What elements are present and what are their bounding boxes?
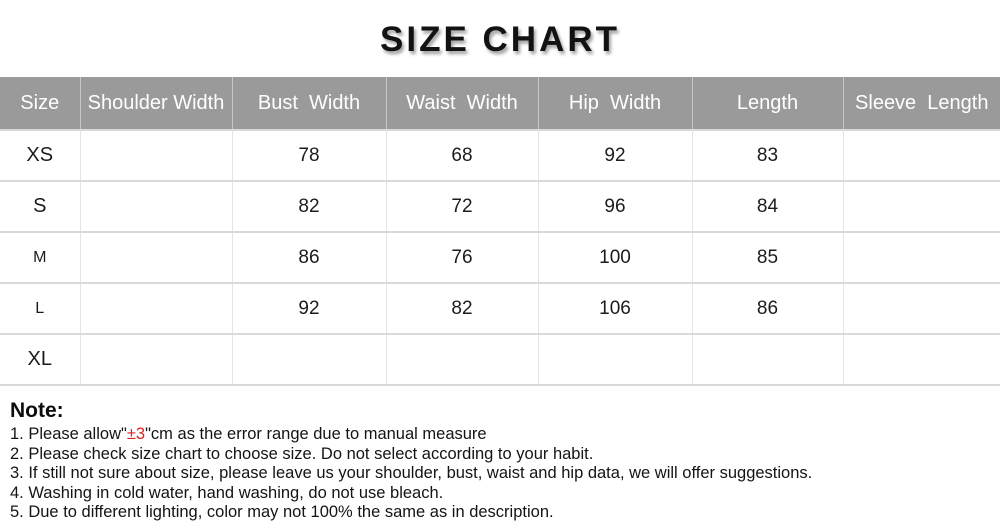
waist-width-cell <box>385 334 538 386</box>
length-cell: 83 <box>691 130 843 182</box>
hip-width-cell <box>537 334 692 386</box>
note-item-4: 4. Washing in cold water, hand washing, … <box>10 483 444 502</box>
note-1-prefix: 1. Please allow" <box>10 425 127 443</box>
column-header-hip-width: Hip Width <box>537 77 692 131</box>
notes-heading: Note: <box>10 399 64 422</box>
bust-width-cell: 82 <box>231 181 386 233</box>
column-header-sleeve-length: Sleeve Length <box>842 77 1000 131</box>
note-1-error-range: ±3 <box>126 425 146 443</box>
hip-width-cell: 106 <box>537 283 692 335</box>
notes-section: Note: 1. Please allow"±3"cm as the error… <box>0 386 1000 522</box>
note-item-2: 2. Please check size chart to choose siz… <box>10 444 594 463</box>
size-cell: M <box>0 232 80 284</box>
size-cell: L <box>0 283 80 335</box>
hip-width-cell: 100 <box>537 232 692 284</box>
table-row-xs: XS 78 68 92 83 <box>0 130 1000 182</box>
waist-width-cell: 72 <box>385 181 538 233</box>
column-header-length: Length <box>691 77 843 131</box>
table-row-xl: XL <box>0 334 1000 386</box>
sleeve-length-cell <box>842 181 1000 233</box>
length-cell: 85 <box>691 232 843 284</box>
table-header-row: Size Shoulder Width Bust Width Waist Wid… <box>0 77 1000 131</box>
waist-width-cell: 76 <box>385 232 538 284</box>
shoulder-width-cell <box>79 283 232 335</box>
bust-width-cell: 78 <box>231 130 386 182</box>
column-header-bust-width: Bust Width <box>231 77 386 131</box>
waist-width-cell: 82 <box>385 283 538 335</box>
shoulder-width-cell <box>79 181 232 233</box>
length-cell: 84 <box>691 181 843 233</box>
sleeve-length-cell <box>842 232 1000 284</box>
column-header-size: Size <box>0 77 80 131</box>
page-title: SIZE CHART <box>380 20 620 59</box>
table-row-m: M 86 76 100 85 <box>0 232 1000 284</box>
shoulder-width-cell <box>79 130 232 182</box>
length-cell: 86 <box>691 283 843 335</box>
bust-width-cell: 86 <box>231 232 386 284</box>
waist-width-cell: 68 <box>385 130 538 182</box>
sleeve-length-cell <box>842 334 1000 386</box>
size-cell: XL <box>0 334 80 386</box>
column-header-shoulder-width: Shoulder Width <box>79 77 232 131</box>
shoulder-width-cell <box>79 232 232 284</box>
note-item-5: 5. Due to different lighting, color may … <box>10 503 554 521</box>
size-cell: XS <box>0 130 80 182</box>
note-item-1: 1. Please allow"±3"cm as the error range… <box>10 425 990 445</box>
sleeve-length-cell <box>842 130 1000 182</box>
length-cell <box>691 334 843 386</box>
table-row-s: S 82 72 96 84 <box>0 181 1000 233</box>
table-row-l: L 92 82 106 86 <box>0 283 1000 335</box>
note-item-3: 3. If still not sure about size, please … <box>10 464 813 482</box>
size-chart-table: Size Shoulder Width Bust Width Waist Wid… <box>0 77 1000 386</box>
hip-width-cell: 96 <box>537 181 692 233</box>
size-cell: S <box>0 181 80 233</box>
shoulder-width-cell <box>79 334 232 386</box>
sleeve-length-cell <box>842 283 1000 335</box>
column-header-waist-width: Waist Width <box>385 77 538 131</box>
note-1-suffix: "cm as the error range due to manual mea… <box>145 425 487 443</box>
bust-width-cell: 92 <box>231 283 386 335</box>
hip-width-cell: 92 <box>537 130 692 182</box>
bust-width-cell <box>231 334 386 386</box>
